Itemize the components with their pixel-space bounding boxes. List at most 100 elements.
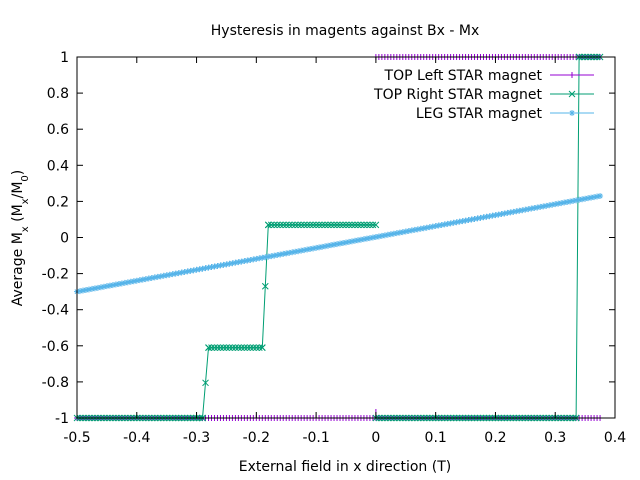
data-point-marker [330, 221, 338, 229]
data-point-marker [322, 243, 329, 250]
data-point-marker [304, 246, 311, 253]
data-point-marker [489, 212, 496, 219]
data-point-marker [238, 258, 245, 265]
x-tick-label: 0.4 [604, 430, 626, 446]
data-point-marker [444, 220, 451, 227]
y-axis-label-part: Average M [10, 232, 26, 306]
data-point-marker [208, 344, 215, 351]
data-point-marker [82, 287, 89, 294]
data-point-marker [318, 221, 326, 229]
data-point-marker [238, 344, 245, 351]
data-point-marker [226, 344, 233, 351]
data-point-marker [79, 287, 86, 294]
data-point-marker [202, 265, 209, 272]
x-tick-label: 0.2 [484, 430, 506, 446]
data-point-marker [288, 221, 296, 229]
data-point-marker [420, 225, 427, 232]
data-point-marker [405, 227, 412, 234]
data-point-marker [214, 262, 221, 269]
data-point-marker [121, 279, 128, 286]
data-point-marker [178, 269, 185, 276]
data-point-marker [316, 244, 323, 251]
data-point-marker [567, 198, 574, 205]
legend-item: TOP Left STAR magnet [384, 68, 594, 84]
data-point-marker [369, 221, 377, 229]
data-point-marker [241, 344, 248, 351]
data-point-marker [94, 284, 101, 291]
data-point-marker [336, 221, 344, 229]
data-point-marker [328, 242, 335, 249]
data-point-marker [85, 286, 92, 293]
data-point-marker [214, 344, 221, 351]
data-point-marker [247, 344, 254, 351]
data-point-marker [136, 277, 143, 284]
data-point-marker [513, 208, 520, 215]
chart-title: Hysteresis in magents against Bx - Mx [211, 23, 479, 39]
data-point-marker [408, 227, 415, 234]
data-point-marker [229, 344, 236, 351]
data-point-marker [334, 241, 341, 248]
data-point-marker [555, 200, 562, 207]
data-point-marker [348, 221, 356, 229]
data-point-marker [211, 263, 218, 270]
data-point-marker [202, 379, 209, 387]
data-point-marker [492, 212, 499, 219]
y-tick-label: 0.8 [47, 86, 69, 102]
data-point-marker [480, 214, 487, 221]
data-point-marker [340, 239, 347, 246]
x-tick-label: -0.1 [302, 430, 329, 446]
data-point-marker [232, 259, 239, 266]
y-tick-label: -0.8 [42, 375, 69, 391]
data-point-marker [369, 234, 376, 241]
data-point-marker [564, 198, 571, 205]
data-point-marker [576, 196, 583, 203]
data-point-marker [139, 276, 146, 283]
data-point-marker [118, 280, 125, 287]
data-point-marker [169, 271, 176, 278]
data-point-marker [267, 221, 275, 229]
data-point-marker [276, 221, 284, 229]
legend-item: TOP Right STAR magnet [373, 87, 594, 103]
data-point-marker [235, 344, 242, 351]
data-point-marker [286, 249, 293, 256]
data-point-marker [261, 282, 269, 290]
data-point-marker [345, 238, 352, 245]
data-point-marker [208, 264, 215, 271]
data-point-marker [259, 254, 266, 261]
data-point-marker [193, 266, 200, 273]
data-point-marker [363, 235, 370, 242]
data-point-marker [516, 207, 523, 214]
data-point-marker [292, 248, 299, 255]
data-point-marker [319, 243, 326, 250]
y-axis-label-part: /M [10, 182, 26, 199]
data-point-marker [291, 221, 299, 229]
data-point-marker [306, 221, 314, 229]
data-point-marker [280, 250, 287, 257]
data-point-marker [333, 221, 341, 229]
data-point-marker [474, 215, 481, 222]
data-point-marker [166, 271, 173, 278]
data-point-marker [510, 208, 517, 215]
data-point-marker [223, 261, 230, 268]
data-point-marker [528, 205, 535, 212]
data-point-marker [432, 223, 439, 230]
series-3 [74, 192, 604, 295]
data-point-marker [414, 226, 421, 233]
data-point-marker [321, 221, 329, 229]
data-point-marker [148, 274, 155, 281]
data-point-marker [255, 344, 263, 351]
data-point-marker [199, 265, 206, 272]
data-point-marker [531, 205, 538, 212]
data-point-marker [142, 276, 149, 283]
data-point-marker [285, 221, 293, 229]
x-tick-label: -0.5 [63, 430, 90, 446]
data-point-marker [390, 230, 397, 237]
data-point-marker [435, 222, 442, 229]
data-point-marker [220, 344, 227, 351]
data-point-marker [157, 273, 164, 280]
data-point-marker [273, 221, 281, 229]
data-point-marker [483, 213, 490, 220]
data-point-marker [591, 194, 598, 201]
data-point-marker [268, 253, 275, 260]
